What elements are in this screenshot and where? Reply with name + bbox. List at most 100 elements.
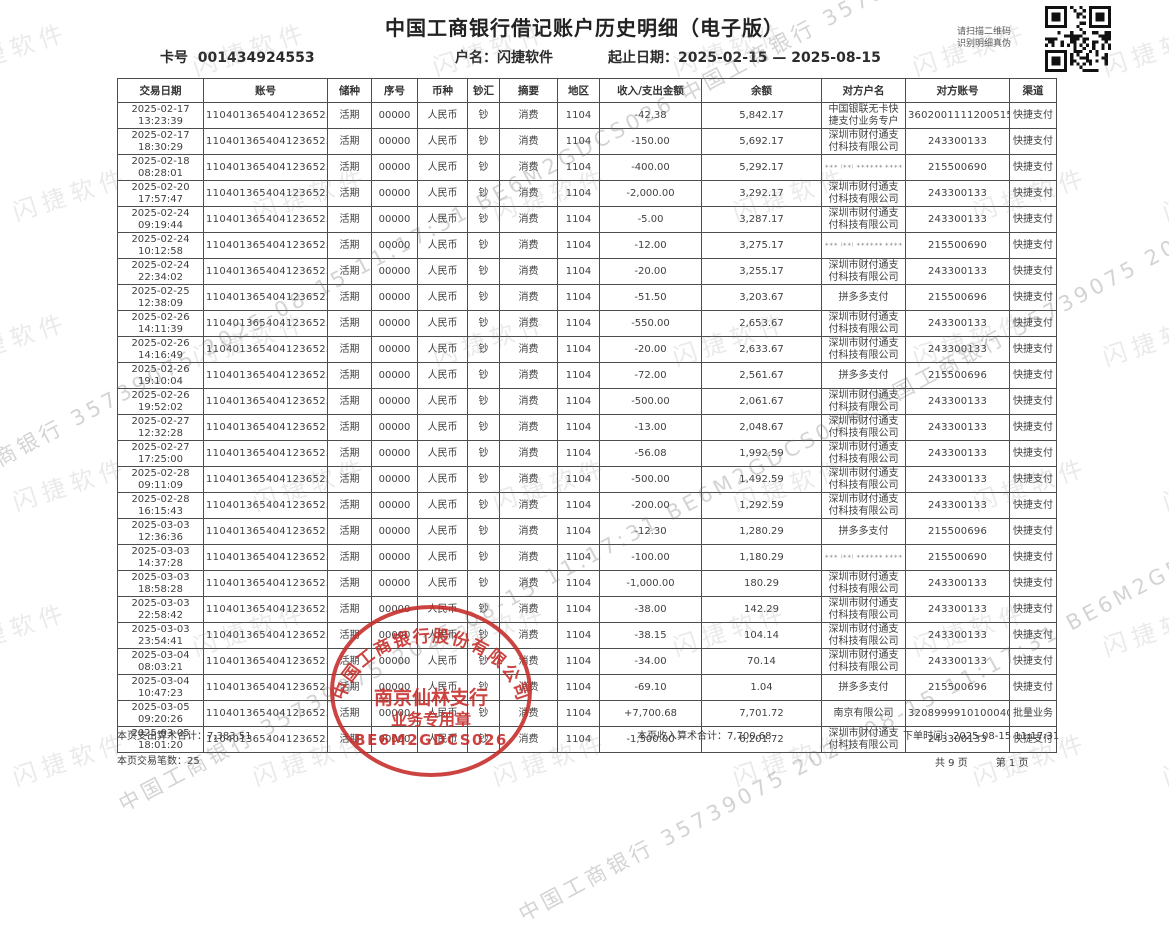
cell-date: 2025-03-04 08:03:21: [117, 648, 204, 675]
cell-date: 2025-02-27 12:32:28: [117, 414, 204, 441]
cell-cash: 钞: [467, 674, 500, 701]
cell-date: 2025-03-03 12:36:36: [117, 518, 204, 545]
cell-channel: 快捷支付: [1009, 544, 1057, 571]
cell-currency: 人民币: [417, 180, 468, 207]
cell-account: 1104013654041236525: [203, 310, 328, 337]
card-number-field: 卡号 001434924553: [160, 47, 315, 67]
cell-counterparty-account: 243300133: [905, 180, 1010, 207]
table-row: 2025-02-25 12:38:09 1104013654041236525 活期 0…: [117, 284, 1057, 311]
cell-region: 1104: [557, 154, 600, 181]
table-row: 2025-02-17 18:30:29 1104013654041236525 活期 0…: [117, 128, 1057, 155]
total-pages: 共 9 页: [935, 758, 968, 769]
cell-channel: 快捷支付: [1009, 466, 1057, 493]
cell-summary: 消费: [499, 648, 558, 675]
cell-balance: 70.14: [701, 648, 822, 675]
cell-amount: -38.00: [599, 596, 702, 623]
column-header: 币种: [417, 78, 468, 103]
cell-seq: 00000: [371, 700, 418, 727]
cell-deposit-type: 活期: [327, 648, 372, 675]
cell-seq: 00000: [371, 284, 418, 311]
cell-counterparty-account: 243300133: [905, 128, 1010, 155]
cell-account: 1104013654041236525: [203, 492, 328, 519]
cell-amount: -12.30: [599, 518, 702, 545]
cell-summary: 消费: [499, 674, 558, 701]
page-income-value: 7,700.68: [727, 731, 772, 742]
table-row: 2025-02-26 19:10:04 1104013654041236525 活期 0…: [117, 362, 1057, 389]
date-range-value: 2025-02-15 — 2025-08-15: [678, 50, 881, 66]
cell-amount: -2,000.00: [599, 180, 702, 207]
cell-deposit-type: 活期: [327, 258, 372, 285]
table-row: 2025-02-26 14:11:39 1104013654041236525 活期 0…: [117, 310, 1057, 337]
card-number-label: 卡号: [160, 50, 188, 66]
cell-date: 2025-02-26 14:11:39: [117, 310, 204, 337]
cell-counterparty: 深圳市财付通支付科技有限公司: [821, 440, 906, 467]
cell-cash: 钞: [467, 466, 500, 493]
cell-region: 1104: [557, 128, 600, 155]
cell-balance: 2,633.67: [701, 336, 822, 363]
cell-summary: 消费: [499, 310, 558, 337]
cell-balance: 3,292.17: [701, 180, 822, 207]
table-row: 2025-02-24 10:12:58 1104013654041236525 活期 0…: [117, 232, 1057, 259]
cell-region: 1104: [557, 310, 600, 337]
cell-date: 2025-02-27 17:25:00: [117, 440, 204, 467]
cell-counterparty-account: 243300133: [905, 570, 1010, 597]
cell-amount: -1,000.00: [599, 570, 702, 597]
table-row: 2025-03-04 10:47:23 1104013654041236525 活期 0…: [117, 674, 1057, 701]
order-time-value: 2025-08-15 11:17:31: [953, 731, 1060, 742]
cell-balance: 1,992.59: [701, 440, 822, 467]
cell-amount: -38.15: [599, 622, 702, 649]
cell-currency: 人民币: [417, 700, 468, 727]
cell-region: 1104: [557, 362, 600, 389]
cell-cash: 钞: [467, 102, 500, 129]
cell-seq: 00000: [371, 232, 418, 259]
cell-deposit-type: 活期: [327, 726, 372, 753]
cell-deposit-type: 活期: [327, 544, 372, 571]
column-header: 对方户名: [821, 78, 906, 103]
cell-currency: 人民币: [417, 440, 468, 467]
cell-date: 2025-02-26 14:16:49: [117, 336, 204, 363]
cell-channel: 快捷支付: [1009, 596, 1057, 623]
cell-counterparty: 深圳市财付通支付科技有限公司: [821, 206, 906, 233]
page-transaction-count: 本页交易笔数：25: [117, 752, 200, 767]
page-indicator: 共 9 页 第 1 页: [935, 754, 1056, 769]
table-row: 2025-03-05 09:20:26 1104013654041236525 活期 0…: [117, 700, 1057, 727]
cell-summary: 消费: [499, 544, 558, 571]
cell-balance: 2,048.67: [701, 414, 822, 441]
cell-balance: 5,692.17: [701, 128, 822, 155]
cell-counterparty: 深圳市财付通支付科技有限公司: [821, 596, 906, 623]
cell-account: 1104013654041236525: [203, 258, 328, 285]
cell-counterparty-account: 243300133: [905, 726, 1010, 753]
page-expense-value: 7,383.51: [207, 731, 252, 742]
cell-summary: 消费: [499, 154, 558, 181]
cell-seq: 00000: [371, 362, 418, 389]
cell-amount: -72.00: [599, 362, 702, 389]
cell-counterparty-account: 215500696: [905, 362, 1010, 389]
cell-date: 2025-03-03 23:54:41: [117, 622, 204, 649]
grid-watermark-text: 闪捷软件: [1099, 598, 1169, 662]
table-row: 2025-03-03 14:37:28 1104013654041236525 活期 0…: [117, 544, 1057, 571]
cell-deposit-type: 活期: [327, 154, 372, 181]
page-income-label: 本页收入算术合计：: [637, 731, 727, 742]
cell-date: 2025-02-18 08:28:01: [117, 154, 204, 181]
cell-summary: 消费: [499, 414, 558, 441]
cell-region: 1104: [557, 180, 600, 207]
cell-summary: 消费: [499, 570, 558, 597]
cell-counterparty: 拼多多支付: [821, 518, 906, 545]
cell-region: 1104: [557, 648, 600, 675]
order-time-label: 下单时间：: [903, 731, 953, 742]
cell-currency: 人民币: [417, 674, 468, 701]
cell-balance: 2,653.67: [701, 310, 822, 337]
cell-counterparty: 深圳市财付通支付科技有限公司: [821, 492, 906, 519]
cell-counterparty-account: 215500690: [905, 154, 1010, 181]
cell-account: 1104013654041236525: [203, 700, 328, 727]
cell-summary: 消费: [499, 596, 558, 623]
cell-balance: 1,180.29: [701, 544, 822, 571]
cell-counterparty-account: 243300133: [905, 492, 1010, 519]
cell-date: 2025-02-25 12:38:09: [117, 284, 204, 311]
table-row: 2025-03-03 23:54:41 1104013654041236525 活期 0…: [117, 622, 1057, 649]
cell-date: 2025-02-20 17:57:47: [117, 180, 204, 207]
cell-amount: -100.00: [599, 544, 702, 571]
cell-region: 1104: [557, 674, 600, 701]
column-header: 对方账号: [905, 78, 1010, 103]
cell-summary: 消费: [499, 726, 558, 753]
